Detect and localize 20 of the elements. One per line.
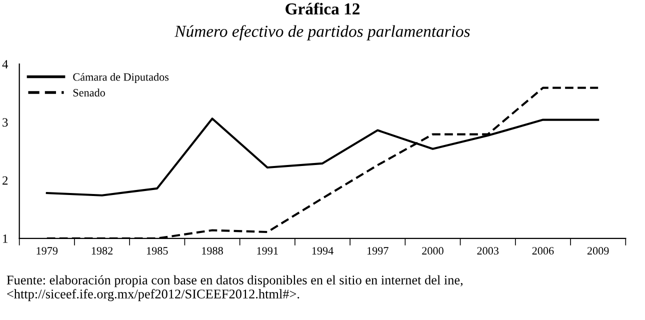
chart-subtitle: Número efectivo de partidos parlamentarios	[174, 25, 470, 40]
x-tick-label: 1988	[202, 247, 223, 255]
x-tick-label: 1982	[92, 247, 113, 255]
source-note: Fuente: elaboración propia con base en datos disponibles en el sitio en internet del ine, <http://siceef.ife.org.mx/pef2012/SICEEF2012.html#>.	[6, 275, 463, 302]
x-tick-label: 1991	[257, 247, 278, 255]
x-tick-label: 2009	[587, 247, 609, 255]
x-tick-label: 1994	[312, 247, 334, 255]
y-tick-label: 1	[3, 234, 8, 243]
x-tick-label: 2006	[532, 247, 554, 255]
x-tick-label: 1979	[36, 247, 58, 255]
y-tick-label: 4	[2, 60, 8, 68]
y-tick-label: 2	[2, 176, 8, 185]
x-tick-label: 2000	[422, 247, 444, 255]
legend-label: Senado	[73, 88, 105, 96]
x-tick-label: 1985	[147, 247, 168, 255]
y-tick-label: 3	[2, 118, 8, 127]
x-tick-label: 1997	[367, 247, 388, 255]
x-tick-label: 2003	[477, 247, 499, 255]
legend-label: Cámara de Diputados	[73, 72, 169, 84]
chart-title: Gráfica 12	[286, 2, 360, 15]
